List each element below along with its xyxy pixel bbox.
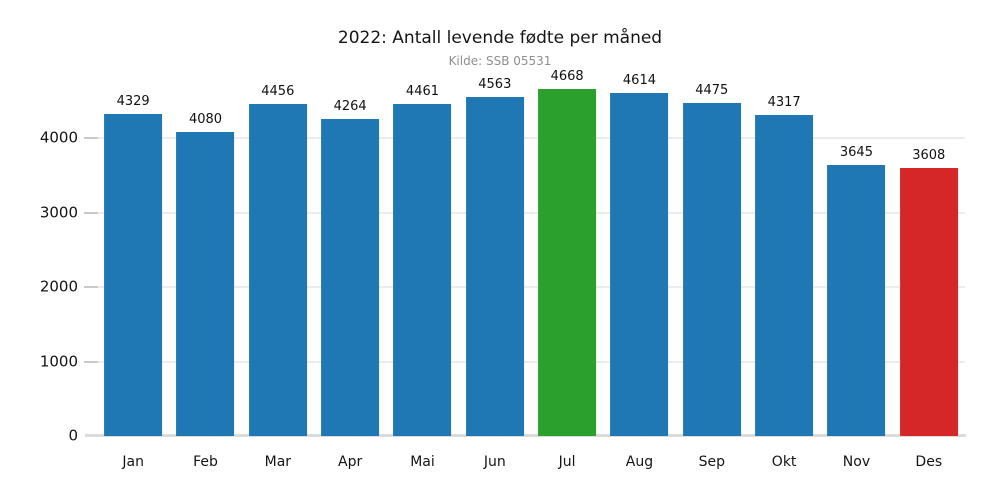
bar-value-label: 3608 [912, 148, 946, 163]
y-tick-mark [84, 212, 98, 214]
x-tick-label-feb: Feb [193, 454, 218, 470]
y-tick-mark [84, 137, 98, 139]
x-tick-label-aug: Aug [625, 454, 654, 470]
bar-sep [682, 103, 741, 436]
bar-aug [610, 93, 669, 436]
plot-area: 0 1000 2000 3000 4000 4329 4080 4456 4264 4461 45… [40, 64, 966, 470]
bar-apr [321, 119, 380, 436]
bar-slot: 4461 [386, 64, 458, 436]
bar-mai [393, 104, 452, 436]
bar-slot: 4264 [314, 64, 386, 436]
x-tick-label-okt: Okt [771, 454, 797, 470]
x-tick-label-jun: Jun [483, 454, 506, 470]
gridline [97, 361, 965, 363]
y-tick-label: 3000 [39, 203, 78, 222]
y-tick-label: 2000 [39, 277, 78, 296]
bar-nov [827, 165, 886, 436]
bar-jan [104, 114, 163, 436]
x-tick-label-jul: Jul [558, 454, 576, 470]
bar-value-label: 4329 [116, 94, 150, 109]
bar-slot: 4080 [169, 64, 241, 436]
y-tick-label: 1000 [39, 352, 78, 371]
y-tick-label: 0 [68, 426, 78, 445]
gridline [97, 137, 965, 139]
bar-okt [755, 115, 814, 436]
bar-slot: 4475 [676, 64, 748, 436]
chart-title: 2022: Antall levende fødte per måned [337, 28, 663, 48]
x-tick-label-des: Des [915, 454, 943, 470]
bar-jul [538, 89, 597, 436]
bar-des [899, 168, 958, 436]
bar-slot: 4668 [531, 64, 603, 436]
chart-subtitle: Kilde: SSB 05531 [448, 54, 552, 68]
x-tick-label-mai: Mai [410, 454, 435, 470]
bar-value-label: 4461 [405, 84, 440, 99]
bar-value-label: 4264 [333, 99, 367, 114]
x-axis-labels: Jan Feb Mar Apr Mai Jun Jul Aug Sep Okt Nov Des [97, 454, 965, 470]
bar-slot: 4317 [748, 64, 820, 436]
y-tick-label: 4000 [39, 128, 78, 147]
x-tick-label-sep: Sep [698, 454, 725, 470]
bar-jun [465, 97, 524, 436]
bar-slot: 4614 [603, 64, 675, 436]
bar-mar [248, 104, 307, 436]
x-tick-label-apr: Apr [338, 454, 363, 470]
bar-value-label: 4456 [261, 84, 295, 99]
bar-value-label: 4475 [695, 83, 729, 98]
bar-slot: 3608 [893, 64, 965, 436]
bar-slot: 4329 [97, 64, 169, 436]
bar-slot: 4563 [459, 64, 531, 436]
bar-value-label: 4668 [550, 69, 584, 84]
bar-value-label: 4614 [622, 73, 656, 88]
gridline [97, 212, 965, 214]
bar-value-label: 3645 [839, 145, 873, 160]
gridline [97, 286, 965, 288]
bars-layer: 4329 4080 4456 4264 4461 4563 4668 4614 4475 4317… [97, 64, 965, 436]
bar-value-label: 4080 [188, 112, 223, 127]
y-tick-mark [84, 286, 98, 288]
x-tick-label-mar: Mar [264, 454, 292, 470]
bar-slot: 4456 [242, 64, 314, 436]
bar-feb [176, 132, 235, 436]
x-tick-label-jan: Jan [122, 454, 144, 470]
bar-value-label: 4563 [478, 77, 512, 92]
bar-slot: 3645 [820, 64, 892, 436]
x-tick-label-nov: Nov [842, 454, 871, 470]
baseline [85, 434, 966, 437]
bar-value-label: 4317 [767, 95, 801, 110]
y-tick-mark [84, 361, 98, 363]
